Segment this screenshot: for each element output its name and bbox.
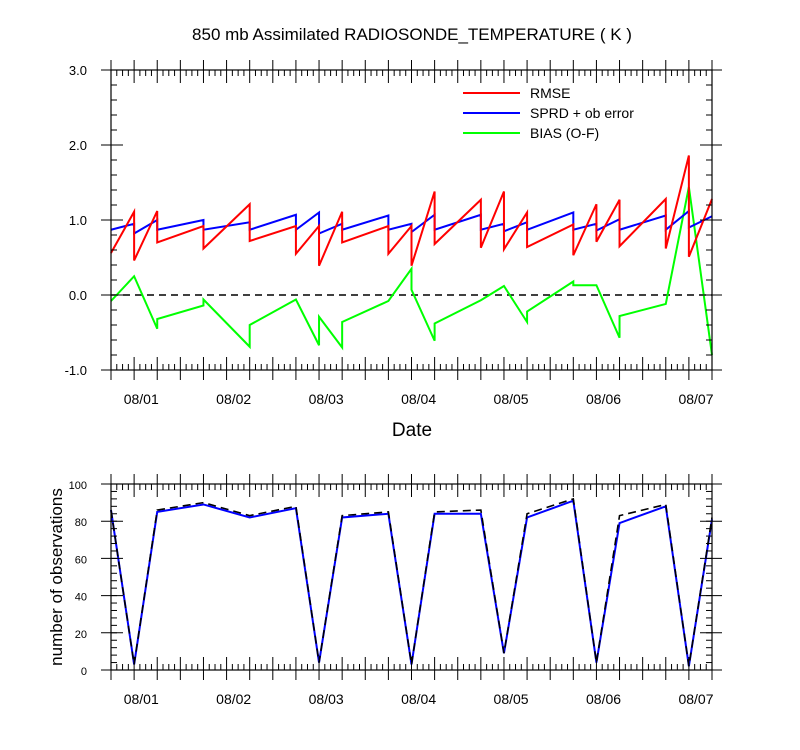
- y-tick-label: 2.0: [69, 138, 87, 153]
- x-tick-label: 08/01: [124, 691, 159, 707]
- legend: RMSE SPRD + ob error BIAS (O-F): [463, 85, 634, 141]
- y-tick-label: 60: [75, 554, 87, 566]
- series-line-total-observations: [110, 497, 713, 667]
- series-group: [110, 497, 713, 667]
- series-line-rmse: [110, 155, 713, 267]
- x-tick-label: 08/06: [586, 391, 621, 407]
- axis-ticks: 08/01 08/02 08/03 08/04 08/05 08/06 08/07 -1.0 0…: [65, 60, 722, 407]
- y-tick-label: 0.0: [69, 288, 87, 303]
- y-tick-label: 40: [75, 592, 87, 604]
- x-tick-label: 08/05: [494, 391, 529, 407]
- x-tick-label: 08/05: [494, 691, 529, 707]
- y-tick-label: 80: [75, 517, 87, 529]
- y-tick-label: 100: [69, 480, 87, 492]
- x-tick-label: 08/02: [216, 391, 251, 407]
- legend-label: RMSE: [530, 85, 570, 101]
- series-line-bias-o-f: [110, 186, 713, 356]
- series-group: [110, 155, 713, 356]
- y-tick-label: 20: [75, 629, 87, 641]
- series-line-sprd-ob-error: [110, 208, 713, 236]
- y-tick-label: 3.0: [69, 63, 87, 78]
- x-tick-label: 08/03: [309, 391, 344, 407]
- y-tick-label: -1.0: [65, 363, 87, 378]
- y-tick-label: 0: [81, 666, 87, 678]
- x-tick-label: 08/01: [124, 391, 159, 407]
- y-tick-label: 1.0: [69, 213, 87, 228]
- legend-label: SPRD + ob error: [530, 105, 634, 121]
- x-tick-label: 08/07: [678, 691, 713, 707]
- legend-label: BIAS (O-F): [530, 125, 599, 141]
- observation-count-chart: 08/01 08/02 08/03 08/04 08/05 08/06 08/07 0 20 40…: [47, 474, 722, 707]
- x-tick-label: 08/04: [401, 691, 436, 707]
- y-axis-label: number of observations: [47, 488, 66, 666]
- x-tick-label: 08/04: [401, 391, 436, 407]
- rmse-sprd-bias-chart: 850 mb Assimilated RADIOSONDE_TEMPERATUR…: [65, 25, 722, 441]
- plot-frame: [110, 483, 713, 671]
- plot-frame: [110, 69, 713, 371]
- chart-title: 850 mb Assimilated RADIOSONDE_TEMPERATUR…: [192, 25, 632, 44]
- x-tick-label: 08/07: [678, 391, 713, 407]
- axis-ticks: 08/01 08/02 08/03 08/04 08/05 08/06 08/07 0 20 40…: [69, 474, 722, 707]
- x-tick-label: 08/02: [216, 691, 251, 707]
- x-tick-label: 08/06: [586, 691, 621, 707]
- x-axis-label: Date: [392, 420, 432, 441]
- x-tick-label: 08/03: [309, 691, 344, 707]
- series-line-used-observations: [110, 499, 713, 667]
